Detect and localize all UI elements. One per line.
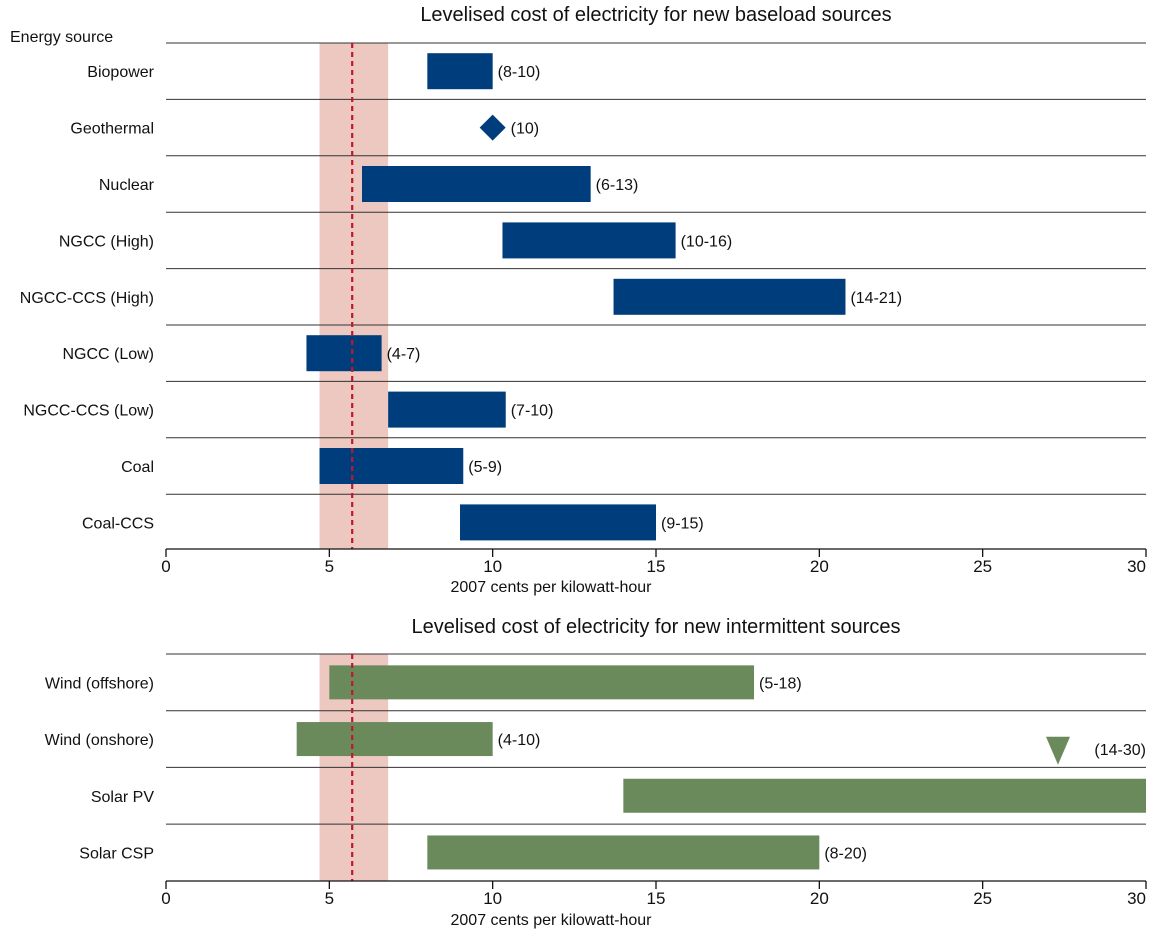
category-label: Coal bbox=[121, 459, 154, 476]
category-label: Geothermal bbox=[70, 121, 154, 138]
category-label: NGCC-CCS (High) bbox=[20, 290, 154, 307]
data-label: (9-15) bbox=[661, 515, 704, 532]
x-tick-label: 10 bbox=[483, 889, 502, 908]
category-label: Coal-CCS bbox=[82, 515, 154, 532]
category-label: Solar PV bbox=[91, 789, 154, 806]
x-tick-label: 15 bbox=[647, 557, 666, 576]
data-label: (5-9) bbox=[468, 459, 502, 476]
range-bar bbox=[388, 391, 506, 428]
category-label: Nuclear bbox=[99, 177, 155, 194]
data-label: (7-10) bbox=[511, 403, 554, 420]
chart-panel-1: Levelised cost of electricity for new ba… bbox=[10, 4, 1147, 596]
range-bar bbox=[306, 335, 382, 372]
data-label: (10-16) bbox=[681, 233, 733, 250]
x-axis-label: 2007 cents per kilowatt-hour bbox=[451, 912, 653, 929]
x-tick-label: 0 bbox=[161, 557, 170, 576]
category-label: NGCC (Low) bbox=[62, 346, 154, 363]
data-label: (5-18) bbox=[759, 675, 802, 692]
x-tick-label: 20 bbox=[810, 557, 829, 576]
category-header: Energy source bbox=[10, 29, 113, 46]
data-label: (4-7) bbox=[387, 346, 421, 363]
category-label: Solar CSP bbox=[79, 845, 154, 862]
x-tick-label: 25 bbox=[973, 889, 992, 908]
category-label: Wind (offshore) bbox=[45, 675, 154, 692]
range-bar bbox=[296, 722, 493, 757]
range-bar bbox=[427, 53, 493, 90]
chart-title: Levelised cost of electricity for new ba… bbox=[420, 4, 891, 26]
range-bar bbox=[623, 778, 1146, 813]
range-bar bbox=[329, 665, 754, 700]
chart-panel-2: Levelised cost of electricity for new in… bbox=[45, 616, 1147, 929]
range-bar bbox=[362, 166, 591, 202]
range-bar bbox=[319, 448, 464, 484]
category-label: NGCC-CCS (Low) bbox=[23, 403, 154, 420]
range-bar bbox=[502, 222, 676, 259]
data-label: (4-10) bbox=[498, 732, 541, 749]
category-label: Biopower bbox=[87, 64, 154, 81]
data-label: (10) bbox=[511, 121, 539, 138]
x-axis-label: 2007 cents per kilowatt-hour bbox=[451, 579, 653, 596]
range-bar bbox=[460, 504, 656, 541]
overflow-marker-triangle bbox=[1046, 736, 1070, 765]
data-label: (6-13) bbox=[596, 177, 639, 194]
x-tick-label: 15 bbox=[647, 889, 666, 908]
data-marker-diamond bbox=[479, 114, 506, 141]
x-tick-label: 5 bbox=[325, 557, 334, 576]
data-label: (14-30) bbox=[1094, 742, 1146, 759]
data-label: (8-10) bbox=[498, 64, 541, 81]
category-label: NGCC (High) bbox=[59, 233, 154, 250]
data-label: (8-20) bbox=[824, 845, 867, 862]
x-tick-label: 20 bbox=[810, 889, 829, 908]
range-bar bbox=[613, 278, 846, 315]
x-tick-label: 0 bbox=[161, 889, 170, 908]
data-label: (14-21) bbox=[850, 290, 902, 307]
x-tick-label: 5 bbox=[325, 889, 334, 908]
x-tick-label: 10 bbox=[483, 557, 502, 576]
range-bar bbox=[427, 835, 820, 870]
chart-title: Levelised cost of electricity for new in… bbox=[411, 616, 900, 638]
x-tick-label: 25 bbox=[973, 557, 992, 576]
category-label: Wind (onshore) bbox=[45, 732, 154, 749]
x-tick-label: 30 bbox=[1127, 889, 1146, 908]
x-tick-label: 30 bbox=[1127, 557, 1146, 576]
